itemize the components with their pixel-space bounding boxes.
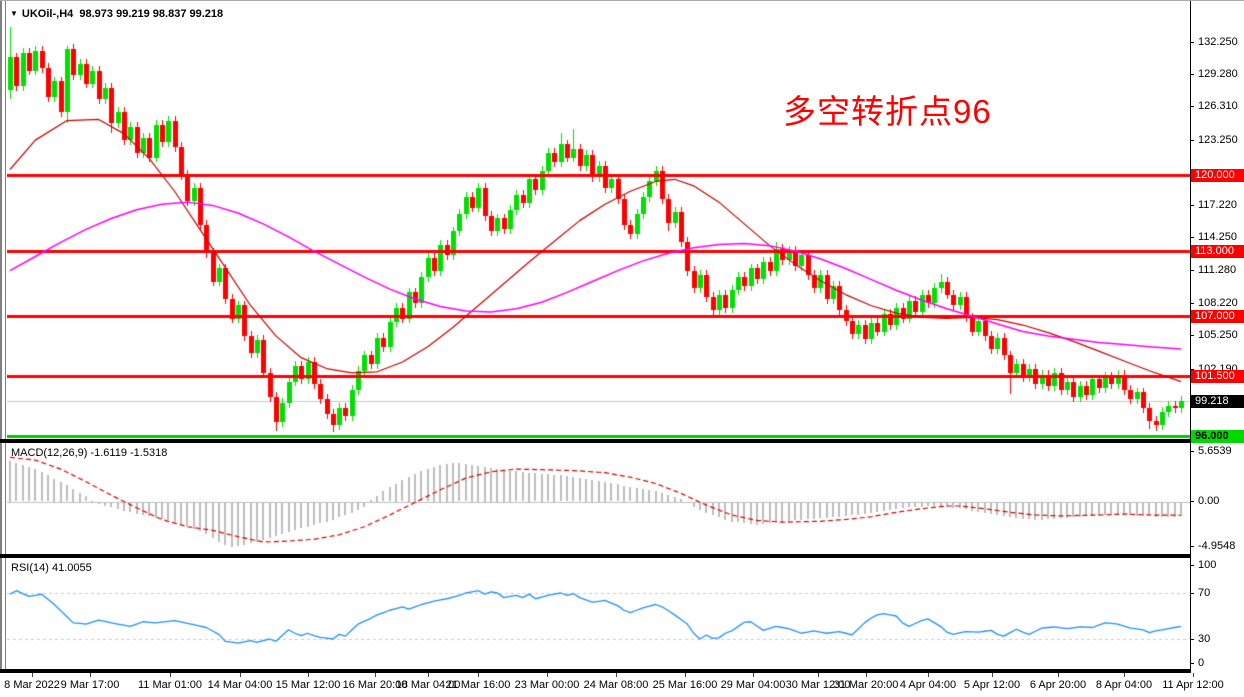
- price-axis[interactable]: [1190, 1, 1244, 673]
- ohlc-quote-label: 98.973 99.219 98.837 99.218: [79, 8, 224, 20]
- price-axis-label: 123.250: [1190, 134, 1244, 147]
- rsi-axis-label: 30: [1190, 633, 1244, 646]
- time-axis-tick: [866, 673, 867, 677]
- time-axis-tick: [375, 673, 376, 677]
- macd-axis-label: 0.00: [1190, 495, 1244, 508]
- axis-tick: [1190, 501, 1194, 502]
- panel-separator[interactable]: [0, 669, 1244, 673]
- chart-title[interactable]: ▼ UKOil-,H4 98.973 99.219 98.837 99.218: [10, 8, 223, 20]
- time-axis-tick: [240, 673, 241, 677]
- time-axis-label: 14 Mar 04:00: [207, 679, 273, 691]
- price-axis-label: 114.250: [1190, 231, 1244, 244]
- chart-annotation-text: 多空转折点96: [783, 93, 992, 130]
- price-axis-label: 129.280: [1190, 68, 1244, 81]
- time-axis-tick: [753, 673, 754, 677]
- axis-tick: [1190, 639, 1194, 640]
- axis-tick: [1190, 546, 1194, 547]
- macd-axis-label: 5.6539: [1190, 445, 1244, 458]
- time-axis[interactable]: 8 Mar 2022 9 Mar 17:00 11 Mar 01:00 14 Mar …: [0, 673, 1244, 697]
- time-axis-tick: [32, 673, 33, 677]
- time-axis-label: 6 Apr 20:00: [1029, 679, 1087, 691]
- time-axis-label: 8 Mar 2022: [4, 679, 60, 691]
- axis-tick: [1190, 451, 1194, 452]
- time-axis-tick: [1193, 673, 1194, 677]
- price-level-badge: 99.218: [1191, 395, 1244, 408]
- time-axis-tick: [547, 673, 548, 677]
- time-axis-label: 21 Mar 16:00: [445, 679, 511, 691]
- time-axis-label: 11 Mar 01:00: [137, 679, 203, 691]
- panel-separator[interactable]: [0, 554, 1244, 558]
- price-level-badge: 113.000: [1191, 245, 1244, 258]
- time-axis-label: 11 Apr 12:00: [1162, 679, 1224, 691]
- time-axis-label: 9 Mar 17:00: [60, 679, 120, 691]
- time-axis-tick: [1058, 673, 1059, 677]
- time-axis-tick: [685, 673, 686, 677]
- axis-tick: [1190, 565, 1194, 566]
- time-axis-tick: [308, 673, 309, 677]
- time-axis-label: 4 Apr 04:00: [899, 679, 957, 691]
- macd-indicator-chart[interactable]: [7, 444, 1190, 554]
- macd-axis-label: -4.9548: [1190, 540, 1244, 553]
- axis-tick: [1190, 106, 1194, 107]
- rsi-indicator-chart[interactable]: [7, 559, 1190, 669]
- price-level-badge: 120.000: [1191, 169, 1244, 182]
- panel-separator[interactable]: [0, 439, 1244, 443]
- rsi-axis-label: 70: [1190, 587, 1244, 600]
- rsi-axis-label: 100: [1190, 559, 1244, 572]
- time-axis-tick: [170, 673, 171, 677]
- rsi-axis-label: 0: [1190, 657, 1244, 670]
- time-axis-label: 30 Mar 12:00: [785, 679, 851, 691]
- time-axis-tick: [616, 673, 617, 677]
- price-axis-label: 111.280: [1190, 264, 1244, 277]
- time-axis-label: 25 Mar 16:00: [652, 679, 718, 691]
- time-axis-tick: [1124, 673, 1125, 677]
- time-axis-label: 23 Mar 00:00: [514, 679, 580, 691]
- axis-tick: [1190, 663, 1194, 664]
- time-axis-label: 18 Mar 04:00: [395, 679, 461, 691]
- axis-tick: [1190, 237, 1194, 238]
- time-axis-label: 5 Apr 12:00: [963, 679, 1021, 691]
- time-axis-tick: [818, 673, 819, 677]
- time-axis-tick: [428, 673, 429, 677]
- time-axis-label: 29 Mar 04:00: [720, 679, 786, 691]
- time-axis-label: 16 Mar 20:00: [342, 679, 408, 691]
- axis-tick: [1190, 303, 1194, 304]
- macd-indicator-label: MACD(12,26,9) -1.6119 -1.5318: [11, 447, 168, 459]
- price-axis-label: 105.250: [1190, 329, 1244, 342]
- axis-tick: [1190, 140, 1194, 141]
- time-axis-tick: [928, 673, 929, 677]
- time-axis-label: 24 Mar 08:00: [583, 679, 649, 691]
- chevron-down-icon[interactable]: ▼: [10, 9, 18, 18]
- price-axis-label: 132.250: [1190, 36, 1244, 49]
- price-axis-label: 108.220: [1190, 297, 1244, 310]
- rsi-indicator-label: RSI(14) 41.0055: [11, 562, 92, 574]
- window-left-border: [0, 1, 6, 673]
- time-axis-tick: [992, 673, 993, 677]
- price-axis-label: 126.310: [1190, 100, 1244, 113]
- time-axis-tick: [90, 673, 91, 677]
- axis-tick: [1190, 205, 1194, 206]
- price-axis-label: 117.220: [1190, 199, 1244, 212]
- axis-tick: [1190, 270, 1194, 271]
- price-level-badge: 101.500: [1191, 370, 1244, 383]
- time-axis-tick: [478, 673, 479, 677]
- price-level-badge: 107.000: [1191, 310, 1244, 323]
- axis-tick: [1190, 335, 1194, 336]
- axis-tick: [1190, 74, 1194, 75]
- time-axis-label: 15 Mar 12:00: [275, 679, 341, 691]
- axis-tick: [1190, 593, 1194, 594]
- symbol-timeframe-label: UKOil-,H4: [21, 8, 74, 20]
- axis-tick: [1190, 369, 1194, 370]
- time-axis-label: 31 Mar 20:00: [833, 679, 899, 691]
- axis-tick: [1190, 42, 1194, 43]
- time-axis-label: 8 Apr 04:00: [1095, 679, 1153, 691]
- main-price-chart[interactable]: [7, 1, 1190, 439]
- price-level-badge: 96.000: [1191, 430, 1244, 443]
